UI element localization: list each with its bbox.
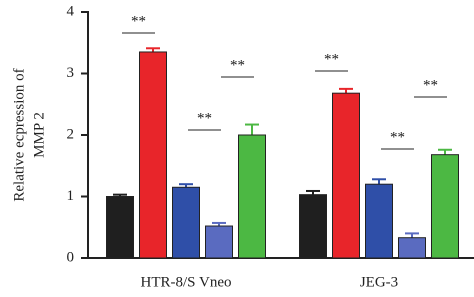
y-tick-label: 1 bbox=[67, 188, 75, 204]
y-axis-label: MMP 2 bbox=[31, 112, 47, 158]
y-tick-label: 2 bbox=[67, 126, 75, 142]
significance-label: ** bbox=[197, 110, 212, 126]
x-tick-label: JEG-3 bbox=[360, 274, 398, 290]
bar bbox=[205, 225, 233, 259]
bar bbox=[299, 194, 327, 259]
y-tick-label: 3 bbox=[67, 65, 75, 81]
bar bbox=[238, 134, 266, 259]
y-axis-label: Relative ecpression of bbox=[11, 68, 27, 201]
bar bbox=[398, 237, 426, 259]
bar bbox=[106, 196, 134, 259]
bar bbox=[332, 92, 360, 259]
significance-label: ** bbox=[230, 57, 245, 73]
bar bbox=[172, 186, 200, 259]
significance-label: ** bbox=[324, 51, 339, 67]
significance-label: ** bbox=[131, 13, 146, 29]
x-tick-label: HTR-8/S Vneo bbox=[141, 274, 232, 290]
bar bbox=[365, 183, 393, 259]
bar bbox=[139, 51, 167, 259]
bar bbox=[431, 154, 459, 259]
y-tick-label: 4 bbox=[67, 3, 75, 19]
significance-label: ** bbox=[390, 129, 405, 145]
y-tick-label: 0 bbox=[67, 249, 75, 265]
significance-label: ** bbox=[423, 77, 438, 93]
